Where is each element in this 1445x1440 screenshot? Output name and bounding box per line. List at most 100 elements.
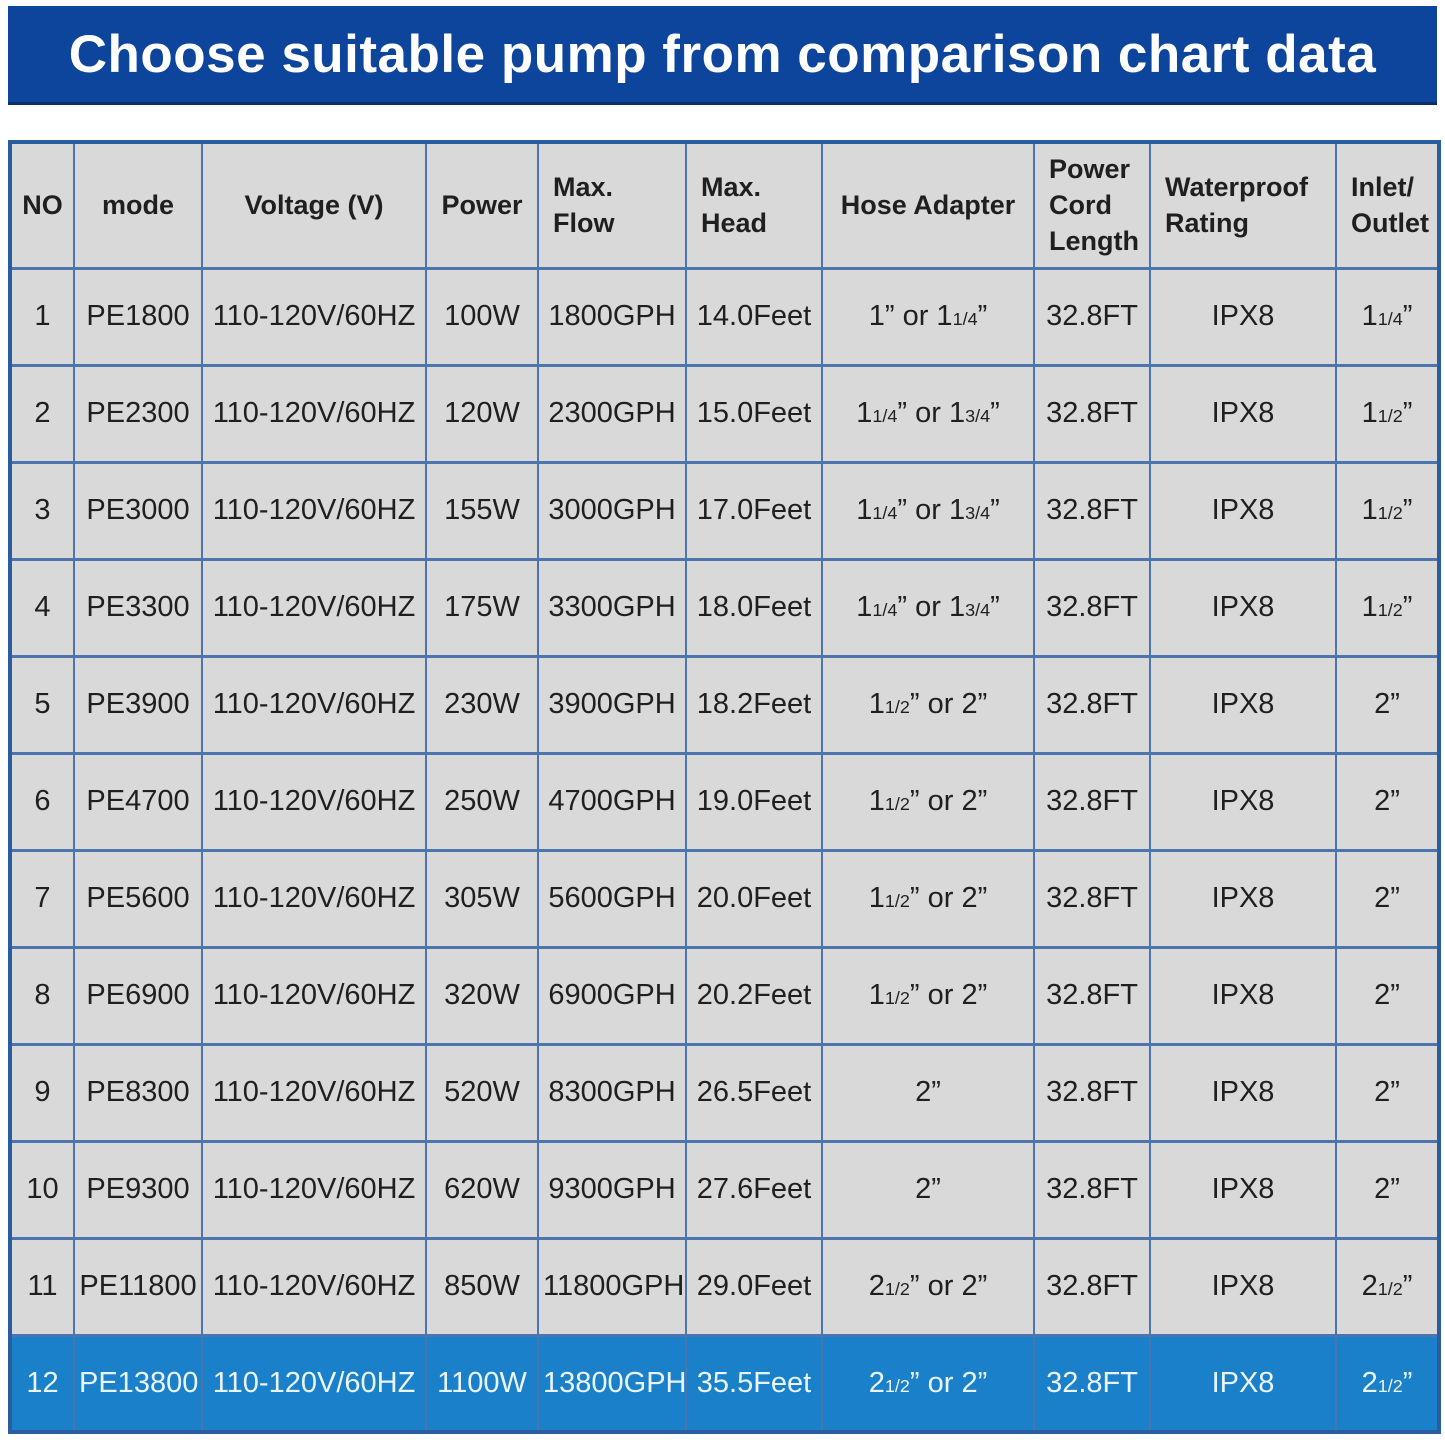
table-cell: 32.8FT: [1033, 557, 1151, 658]
table-cell: PE3300: [73, 557, 203, 658]
column-header-no: NO: [9, 140, 75, 270]
fraction-text: 3/4: [965, 503, 991, 523]
column-header-power: Power: [425, 140, 539, 270]
table-cell: PE3900: [73, 654, 203, 755]
table-cell: 320W: [425, 945, 539, 1046]
table-cell: IPX8: [1149, 1236, 1337, 1337]
fraction-text: 1/4: [872, 406, 898, 426]
column-header-mode: mode: [73, 140, 203, 270]
fraction-text: 1/4: [952, 309, 978, 329]
table-cell: 2”: [821, 1139, 1035, 1240]
table-cell: 20.2Feet: [685, 945, 823, 1046]
table-cell: 10: [9, 1139, 75, 1240]
table-cell: IPX8: [1149, 848, 1337, 949]
table-cell: 1” or 11/4”: [821, 266, 1035, 367]
fraction-text: 1/2: [1377, 503, 1403, 523]
table-cell: 1: [9, 266, 75, 367]
table-cell: 110-120V/60HZ: [201, 1236, 427, 1337]
column-header-inlet-outlet: Inlet/ Outlet: [1335, 140, 1440, 270]
table-cell: 32.8FT: [1033, 1139, 1151, 1240]
table-cell: 9300GPH: [537, 1139, 687, 1240]
table-cell: 21/2”: [1335, 1236, 1440, 1337]
table-row-5: 5 PE3900 110-120V/60HZ 230W 3900GPH 18.2Feet 1…: [9, 654, 1440, 755]
table-cell: 2”: [1335, 1139, 1440, 1240]
table-cell: 11/2” or 2”: [821, 751, 1035, 852]
table-cell: 11/2”: [1335, 460, 1440, 561]
table-cell: 4: [9, 557, 75, 658]
header-row: NO mode Voltage (V) Power Max. Flow Max. Head…: [9, 140, 1440, 270]
table-cell: IPX8: [1149, 1139, 1337, 1240]
table-cell: 305W: [425, 848, 539, 949]
column-header-voltage-v: Voltage (V): [201, 140, 427, 270]
table-cell: 2”: [1335, 1042, 1440, 1143]
table-cell: PE3000: [73, 460, 203, 561]
table-row-12: 12 PE13800 110-120V/60HZ 1100W 13800GPH 35.5F…: [9, 1333, 1440, 1434]
table-cell: 120W: [425, 363, 539, 464]
table-cell: 11/4” or 13/4”: [821, 460, 1035, 561]
table-cell: 11/2” or 2”: [821, 654, 1035, 755]
table-cell: 32.8FT: [1033, 1236, 1151, 1337]
table-cell: 3000GPH: [537, 460, 687, 561]
table-cell: 250W: [425, 751, 539, 852]
table-cell: 520W: [425, 1042, 539, 1143]
table-cell: 2”: [1335, 848, 1440, 949]
table-cell: IPX8: [1149, 945, 1337, 1046]
table-cell: 110-120V/60HZ: [201, 945, 427, 1046]
table-cell: 110-120V/60HZ: [201, 363, 427, 464]
table-row-10: 10 PE9300 110-120V/60HZ 620W 9300GPH 27.6Feet…: [9, 1139, 1440, 1240]
table-cell: 230W: [425, 654, 539, 755]
table-cell: 32.8FT: [1033, 266, 1151, 367]
table-cell: 7: [9, 848, 75, 949]
table-cell: 13800GPH: [537, 1333, 687, 1434]
table-cell: 32.8FT: [1033, 460, 1151, 561]
page-title: Choose suitable pump from comparison cha…: [68, 24, 1377, 84]
table-cell: 2”: [821, 1042, 1035, 1143]
fraction-text: 1/2: [1377, 406, 1403, 426]
table-cell: PE1800: [73, 266, 203, 367]
table-cell: 11/4” or 13/4”: [821, 363, 1035, 464]
table-cell: PE8300: [73, 1042, 203, 1143]
table-cell: 8300GPH: [537, 1042, 687, 1143]
table-cell: 850W: [425, 1236, 539, 1337]
table-cell: IPX8: [1149, 751, 1337, 852]
fraction-text: 1/2: [1377, 1279, 1403, 1299]
table-cell: 32.8FT: [1033, 848, 1151, 949]
table-cell: 20.0Feet: [685, 848, 823, 949]
table-cell: 3: [9, 460, 75, 561]
table-cell: 110-120V/60HZ: [201, 460, 427, 561]
table-cell: 32.8FT: [1033, 363, 1151, 464]
table-cell: 27.6Feet: [685, 1139, 823, 1240]
table-cell: IPX8: [1149, 654, 1337, 755]
table-cell: PE11800: [73, 1236, 203, 1337]
table-cell: 2: [9, 363, 75, 464]
fraction-text: 1/2: [884, 988, 910, 1008]
table-cell: 110-120V/60HZ: [201, 1333, 427, 1434]
column-header-waterproof-rating: Waterproof Rating: [1149, 140, 1337, 270]
table-cell: IPX8: [1149, 1333, 1337, 1434]
table-cell: 17.0Feet: [685, 460, 823, 561]
table-cell: 1100W: [425, 1333, 539, 1434]
table-row-4: 4 PE3300 110-120V/60HZ 175W 3300GPH 18.0Feet 1…: [9, 557, 1440, 658]
table-cell: PE13800: [73, 1333, 203, 1434]
table-cell: 35.5Feet: [685, 1333, 823, 1434]
table-cell: 32.8FT: [1033, 751, 1151, 852]
fraction-text: 1/2: [884, 697, 910, 717]
fraction-text: 1/2: [1377, 1375, 1403, 1396]
table-cell: 2”: [1335, 654, 1440, 755]
table-cell: 1800GPH: [537, 266, 687, 367]
table-body: 1 PE1800 110-120V/60HZ 100W 1800GPH 14.0Feet 1…: [9, 266, 1440, 1434]
table-cell: 26.5Feet: [685, 1042, 823, 1143]
fraction-text: 1/2: [884, 1279, 910, 1299]
table-cell: 110-120V/60HZ: [201, 1139, 427, 1240]
column-header-max-flow: Max. Flow: [537, 140, 687, 270]
fraction-text: 3/4: [965, 600, 991, 620]
table-cell: 110-120V/60HZ: [201, 654, 427, 755]
table-cell: 11/2”: [1335, 557, 1440, 658]
table-cell: 110-120V/60HZ: [201, 848, 427, 949]
table-cell: 12: [9, 1333, 75, 1434]
fraction-text: 1/4: [1377, 309, 1403, 329]
table-cell: 4700GPH: [537, 751, 687, 852]
table-cell: 15.0Feet: [685, 363, 823, 464]
table-header-row: NO mode Voltage (V) Power Max. Flow Max. Head…: [9, 140, 1440, 270]
table-cell: 19.0Feet: [685, 751, 823, 852]
